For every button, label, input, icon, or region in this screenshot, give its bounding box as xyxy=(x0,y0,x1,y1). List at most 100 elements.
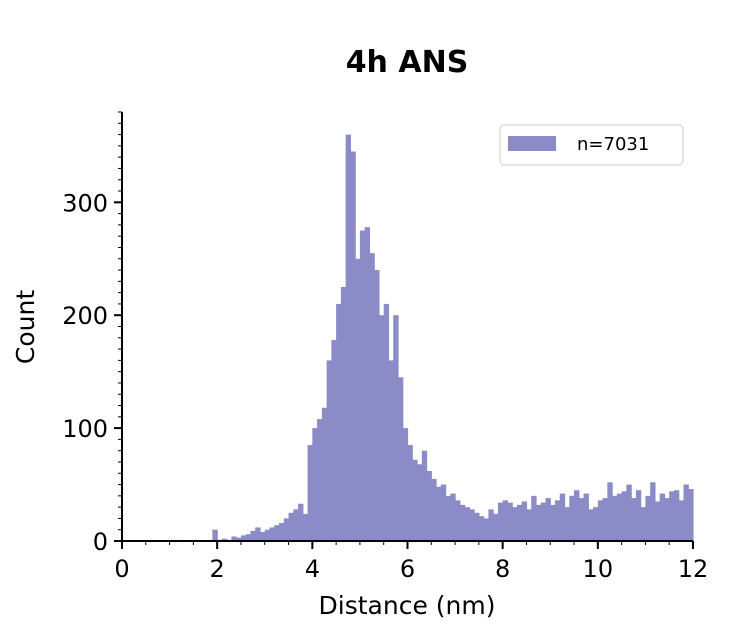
histogram-bar xyxy=(597,500,604,541)
histogram-bar xyxy=(483,518,489,541)
ticks: 0 2 4 6 8 10 12 0 100 200 300 xyxy=(62,111,709,583)
y-axis-label: Count xyxy=(11,290,40,364)
histogram-bar xyxy=(288,512,294,541)
histogram-bar xyxy=(336,303,342,541)
histogram-bar xyxy=(421,450,428,541)
histogram-bar xyxy=(512,507,518,541)
y-tick-label: 0 xyxy=(93,528,108,556)
histogram-bar xyxy=(431,478,437,541)
histogram-bar xyxy=(326,360,332,541)
histogram-bar xyxy=(445,495,451,541)
histogram-bar xyxy=(407,445,413,541)
histogram-bar xyxy=(236,537,242,541)
histogram-bar xyxy=(231,536,237,541)
histogram-bar xyxy=(574,490,580,541)
histogram-bar xyxy=(464,507,470,541)
histogram-bar xyxy=(683,484,689,541)
histogram-bar xyxy=(593,507,599,541)
x-tick-label: 0 xyxy=(114,555,129,583)
histogram-bar xyxy=(650,482,656,541)
histogram-bar xyxy=(269,527,275,541)
histogram-bar xyxy=(455,500,461,541)
y-tick-label: 100 xyxy=(62,415,108,443)
histogram-bar xyxy=(393,315,399,541)
histogram-bar xyxy=(516,504,523,541)
histogram-bar xyxy=(412,459,418,541)
histogram-bar xyxy=(588,509,594,541)
histogram-bar xyxy=(259,531,266,541)
histogram-bar xyxy=(307,445,313,541)
histogram-bar xyxy=(302,513,309,541)
x-axis-label: Distance (nm) xyxy=(319,591,496,620)
histogram-bar xyxy=(345,134,351,541)
histogram-bar xyxy=(507,502,513,541)
histogram-bar xyxy=(631,498,637,541)
histogram-bar xyxy=(564,507,570,541)
histogram-bar xyxy=(664,498,670,541)
histogram-bar xyxy=(436,486,442,541)
histogram-bar xyxy=(264,529,271,541)
histogram-bar xyxy=(459,504,466,541)
histogram-bar xyxy=(478,516,485,541)
histogram-bar xyxy=(359,230,366,542)
histogram-bar xyxy=(279,522,285,541)
histogram-bar xyxy=(388,360,394,541)
histogram-bar xyxy=(374,270,380,541)
x-tick-label: 8 xyxy=(495,555,510,583)
histogram-bar xyxy=(640,507,647,541)
histogram-bar xyxy=(688,489,694,541)
histogram-bar xyxy=(212,529,218,541)
histogram-bar xyxy=(298,503,304,541)
histogram-bar xyxy=(550,504,556,541)
histogram-bar xyxy=(669,491,675,541)
histogram-bar xyxy=(521,501,528,541)
histogram-bar xyxy=(474,512,480,541)
histogram-bar xyxy=(397,377,404,541)
histogram-bar xyxy=(607,482,613,541)
histogram-bar xyxy=(440,484,447,541)
histogram-bar xyxy=(612,495,618,541)
histogram-bar xyxy=(221,538,228,541)
histogram-bar xyxy=(545,498,551,541)
x-tick-label: 12 xyxy=(678,555,709,583)
histogram-bar xyxy=(283,518,290,541)
histogram-bar xyxy=(378,315,385,541)
histogram-bar xyxy=(240,535,247,541)
y-tick-label: 300 xyxy=(62,189,108,217)
legend-swatch xyxy=(508,136,556,151)
y-tick-label: 200 xyxy=(62,302,108,330)
histogram-bar xyxy=(321,407,328,541)
chart-title: 4h ANS xyxy=(346,45,469,80)
histogram-bar xyxy=(497,502,504,541)
histogram-bar xyxy=(602,498,608,541)
histogram-bars xyxy=(169,134,694,542)
histogram-bar xyxy=(626,484,632,541)
histogram-bar xyxy=(369,253,375,541)
histogram-bar xyxy=(274,525,280,541)
histogram-bar xyxy=(488,509,494,541)
legend-label: n=7031 xyxy=(577,134,649,155)
histogram-bar xyxy=(317,419,323,541)
histogram-bar xyxy=(255,527,261,541)
histogram-bar xyxy=(678,500,685,541)
histogram-bar xyxy=(469,509,475,541)
histogram-bar xyxy=(417,464,423,541)
histogram-bar xyxy=(583,493,589,541)
histogram-bar xyxy=(531,495,537,541)
legend: n=7031 xyxy=(499,124,684,166)
histogram-bar xyxy=(383,303,390,541)
histogram-bar xyxy=(673,490,680,541)
histogram-bar xyxy=(450,493,456,541)
histogram-bar xyxy=(535,504,542,541)
legend-frame xyxy=(499,124,684,166)
histogram-bar xyxy=(350,151,356,541)
histogram-bar xyxy=(355,258,361,541)
histogram-bar xyxy=(331,340,337,541)
histogram-bar xyxy=(559,493,566,541)
x-tick-label: 4 xyxy=(305,555,320,583)
histogram-bar xyxy=(540,502,547,541)
histogram-bar xyxy=(426,471,432,541)
histogram-bar xyxy=(635,490,642,541)
histogram-bar xyxy=(659,493,666,541)
